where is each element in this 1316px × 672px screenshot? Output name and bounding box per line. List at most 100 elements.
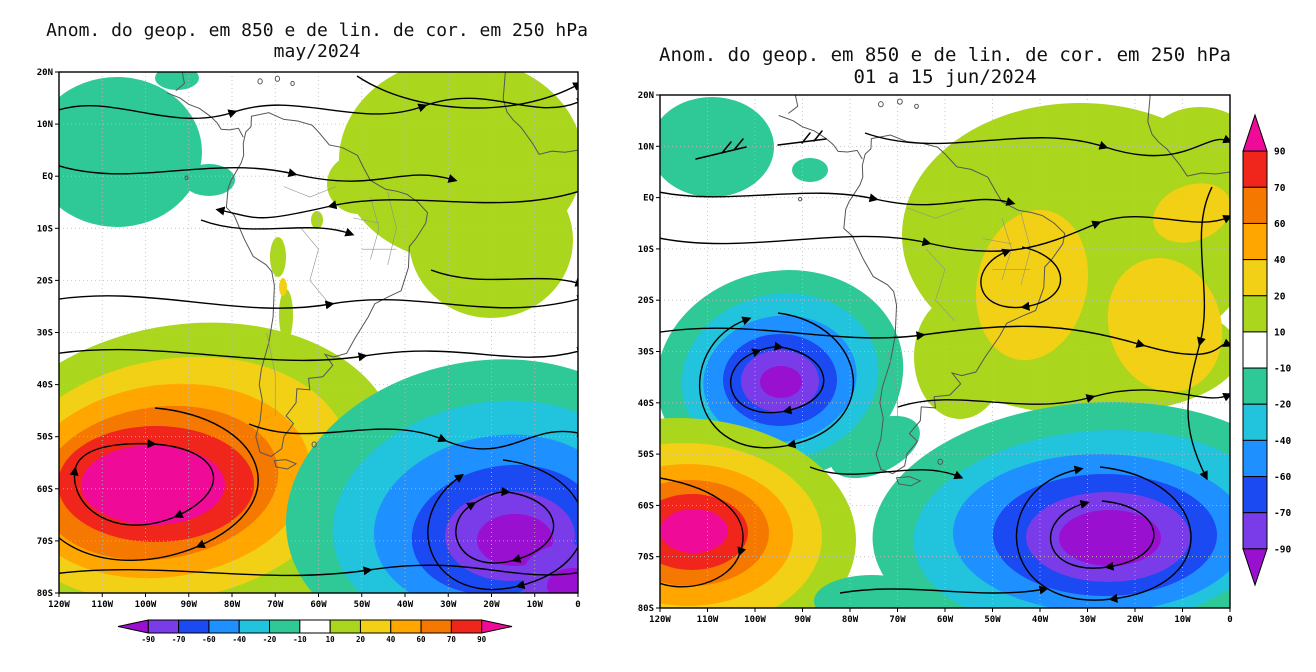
colorbar-label: 20	[1274, 291, 1286, 302]
anomaly-region	[279, 289, 293, 341]
streamline	[59, 97, 578, 120]
lat-tick-label: 40S	[638, 399, 654, 409]
axis-labels-left: 120W 110W 100W 90W 80W 70W 60W 50W 40W 30W 20W 10W 0…	[37, 68, 581, 610]
anomaly-region	[760, 366, 802, 398]
streamline	[248, 423, 578, 450]
streamline	[430, 269, 578, 287]
streamline	[839, 585, 1049, 595]
lat-tick-label: 60S	[638, 501, 654, 511]
lat-tick-label: 10S	[638, 245, 654, 255]
lat-tick-label: 30S	[638, 348, 654, 358]
streamline	[699, 312, 855, 449]
anomaly-shading-right	[660, 97, 1230, 608]
colorbar-segment	[1242, 367, 1268, 405]
streamline	[809, 466, 964, 480]
colorbar-label: -20	[1274, 400, 1291, 411]
lon-tick-label: 120W	[48, 600, 70, 610]
lat-tick-label: 50S	[37, 433, 53, 443]
colorbar-segment	[269, 619, 301, 634]
lon-tick-label: 40W	[397, 600, 414, 610]
axis-labels-right: 120W 110W 100W 90W 80W 70W 60W 50W 40W 30W 20W 10W 0…	[638, 91, 1233, 625]
lat-tick-label: 10N	[638, 142, 654, 152]
colorbar-horizontal: -90 -70 -60 -40 -20 -10 10 20 40 60 70 90	[117, 619, 513, 644]
colorbar-label: 10	[1274, 327, 1286, 338]
lon-tick-label: 110W	[697, 615, 719, 625]
anomaly-region	[59, 77, 202, 227]
colorbar-segment	[178, 619, 210, 634]
colorbar-segment	[1242, 113, 1268, 152]
streamline	[59, 347, 578, 362]
colorbar-vertical: 90 70 60 40 20 10 -10 -20 -40 -60 -70 -90	[1242, 113, 1291, 587]
colorbar-segment	[1242, 186, 1268, 224]
streamline	[427, 459, 578, 591]
anomaly-region	[792, 158, 828, 182]
streamline	[215, 190, 578, 219]
right-chart-subtitle: 01 a 15 jun/2024	[853, 66, 1037, 88]
anomaly-region	[311, 211, 323, 229]
lon-tick-label: 10W	[1174, 615, 1191, 625]
anomaly-shading-left	[59, 72, 578, 593]
colorbar-label: 10	[326, 635, 336, 644]
colorbar-label: 90	[477, 635, 487, 644]
lon-tick-label: 10W	[527, 600, 544, 610]
lat-tick-label: 70S	[638, 553, 654, 563]
lat-tick-label: EQ	[42, 172, 53, 182]
lat-tick-label: 20N	[37, 68, 53, 78]
streamline	[59, 564, 578, 578]
lon-tick-label: 60W	[937, 615, 954, 625]
lat-tick-label: 30S	[37, 329, 53, 339]
left-map-canvas: 120W 110W 100W 90W 80W 70W 60W 50W 40W 30W 20W 10W 0…	[37, 68, 581, 644]
streamline	[356, 75, 578, 109]
colorbar-segment	[450, 619, 483, 634]
colorbar-segment	[329, 619, 361, 634]
lon-tick-label: 100W	[135, 600, 157, 610]
lon-tick-label: 50W	[354, 600, 371, 610]
streamline	[59, 407, 259, 561]
lon-tick-label: 20W	[483, 600, 500, 610]
colorbar-label: 70	[447, 635, 457, 644]
lon-tick-label: 110W	[91, 600, 113, 610]
anomaly-region	[660, 97, 774, 197]
lat-tick-label: 20S	[37, 276, 53, 286]
lat-tick-label: 70S	[37, 537, 53, 547]
lon-tick-label: 0	[1227, 615, 1232, 625]
streamline	[980, 246, 1062, 311]
streamlines-left	[59, 75, 578, 591]
colorbar-segment	[117, 619, 149, 634]
colorbar-segment	[1242, 403, 1268, 441]
right-chart-title: Anom. do geop. em 850 e de lin. de cor. …	[659, 44, 1231, 66]
lat-tick-label: 10S	[37, 224, 53, 234]
colorbar-segment	[1242, 331, 1268, 369]
left-chart-subtitle: may/2024	[273, 41, 361, 62]
lat-tick-label: 80S	[638, 604, 654, 614]
anomaly-region	[1107, 258, 1223, 392]
colorbar-label: -60	[1274, 472, 1291, 483]
lon-tick-label: 40W	[1032, 615, 1049, 625]
lat-tick-label: EQ	[643, 194, 654, 204]
lat-tick-label: 50S	[638, 450, 654, 460]
lon-tick-label: 80W	[224, 600, 241, 610]
right-map-canvas: 120W 110W 100W 90W 80W 70W 60W 50W 40W 30W 20W 10W 0…	[638, 91, 1292, 625]
colorbar-label: 20	[356, 635, 366, 644]
lon-tick-label: 60W	[310, 600, 327, 610]
lat-tick-label: 40S	[37, 381, 53, 391]
colorbar-segment	[1242, 439, 1268, 478]
lon-tick-label: 90W	[794, 615, 811, 625]
colorbar-label: -10	[293, 635, 307, 644]
streamline	[660, 191, 1016, 206]
colorbar-label: -10	[1274, 364, 1291, 375]
streamlines-right	[660, 130, 1230, 603]
colorbar-label: -70	[172, 635, 186, 644]
colorbar-segment	[1242, 222, 1268, 261]
streamline	[1015, 465, 1192, 603]
lat-tick-label: 80S	[37, 589, 53, 599]
anomaly-region	[409, 162, 573, 318]
lon-tick-label: 90W	[181, 600, 198, 610]
lon-tick-label: 20W	[1127, 615, 1144, 625]
wind-barb	[777, 130, 827, 146]
colorbar-label: -20	[263, 635, 277, 644]
anomaly-region	[183, 164, 235, 196]
anomaly-region	[279, 278, 287, 296]
colorbar-segment	[481, 619, 513, 634]
